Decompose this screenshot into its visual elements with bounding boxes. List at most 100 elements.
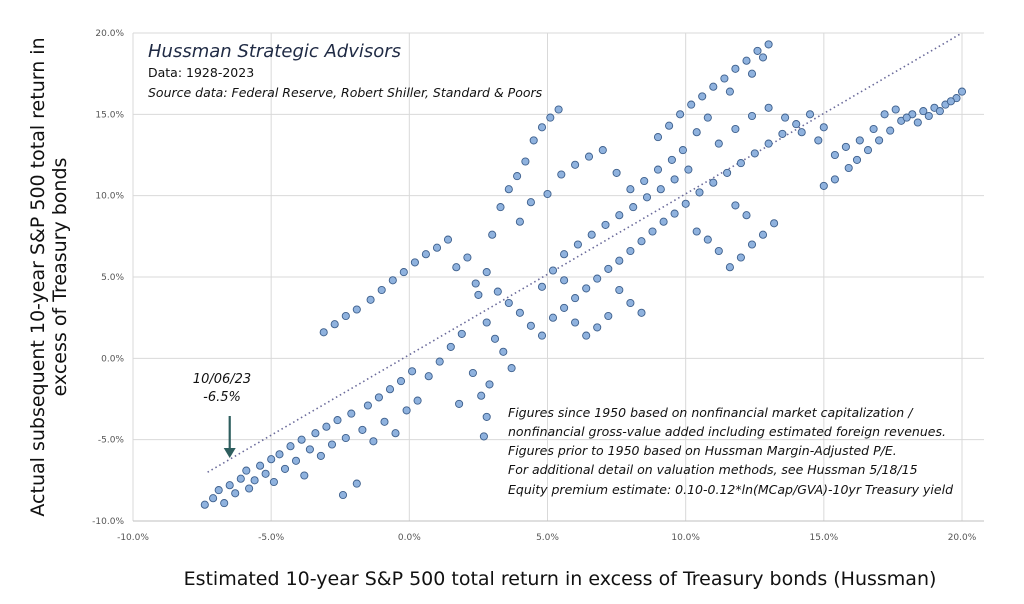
data-point: [946, 97, 955, 106]
note-line-4: For additional detail on valuation metho…: [508, 462, 918, 477]
data-point: [330, 320, 339, 329]
data-point: [432, 243, 442, 252]
data-point: [670, 209, 679, 218]
data-point: [880, 110, 889, 119]
data-point: [844, 163, 853, 173]
data-point: [571, 160, 580, 169]
data-point: [764, 103, 773, 112]
data-point: [584, 152, 594, 161]
callout-arrowhead: [223, 448, 236, 458]
data-point: [830, 175, 839, 184]
data-point: [640, 176, 649, 186]
y-axis-label-line-1: Actual subsequent 10-year S&P 500 total …: [27, 37, 49, 516]
data-point: [327, 440, 337, 449]
x-axis-label: Estimated 10-year S&P 500 total return i…: [184, 568, 937, 590]
data-point: [231, 489, 240, 498]
data-point: [496, 203, 505, 212]
data-point: [250, 476, 259, 485]
data-point: [236, 474, 245, 483]
data-point: [792, 120, 801, 129]
y-tick-label: -10.0%: [92, 517, 124, 527]
data-point: [598, 146, 607, 155]
data-point: [421, 250, 430, 259]
data-point: [347, 409, 356, 418]
data-point: [242, 466, 251, 475]
data-point: [482, 318, 491, 327]
data-point: [474, 290, 483, 299]
note-line-5: Equity premium estimate: 0.10-0.12*ln(MC…: [508, 482, 953, 497]
data-point: [814, 136, 823, 145]
data-point: [214, 486, 223, 495]
data-point: [642, 193, 652, 202]
data-point: [736, 253, 745, 262]
data-point: [352, 479, 361, 488]
data-point: [280, 464, 290, 473]
data-point: [709, 82, 718, 91]
note-line-1: Figures since 1950 based on nonfinancial…: [508, 405, 914, 420]
data-point: [665, 121, 674, 130]
data-point: [363, 401, 372, 410]
data-point: [612, 168, 621, 177]
callout-date: 10/06/23: [193, 372, 251, 387]
data-point: [587, 230, 596, 239]
data-point: [902, 113, 911, 122]
data-point: [571, 294, 580, 303]
y-tick-label: 15.0%: [95, 110, 124, 120]
data-point: [703, 113, 712, 122]
data-point: [435, 357, 444, 366]
data-point: [396, 377, 406, 386]
data-point: [513, 172, 522, 181]
data-point: [482, 412, 491, 421]
data-point: [924, 111, 933, 121]
data-point: [797, 128, 806, 137]
data-point: [341, 433, 350, 443]
data-point: [311, 429, 320, 438]
data-point: [736, 159, 745, 168]
y-axis-label: Actual subsequent 10-year S&P 500 total …: [27, 37, 71, 516]
data-point: [477, 391, 486, 400]
data-point: [220, 499, 229, 508]
data-point: [626, 298, 635, 308]
data-point: [626, 246, 635, 256]
data-point: [778, 129, 787, 138]
data-point: [637, 308, 646, 317]
data-point: [369, 437, 378, 446]
y-tick-label: 20.0%: [95, 29, 124, 39]
data-point: [499, 347, 508, 356]
data-point: [560, 303, 569, 312]
data-point: [275, 450, 284, 459]
data-point: [468, 368, 477, 378]
data-point: [886, 126, 895, 135]
data-point: [852, 155, 862, 164]
data-point: [604, 311, 613, 321]
data-point: [681, 199, 690, 208]
data-point: [515, 308, 524, 317]
data-point: [479, 432, 488, 441]
data-point: [554, 105, 563, 114]
data-point: [747, 240, 757, 249]
data-point: [692, 227, 701, 236]
data-point: [656, 185, 665, 194]
data-point: [747, 69, 757, 78]
data-point: [742, 211, 751, 220]
data-point: [571, 318, 580, 327]
data-point: [747, 111, 757, 121]
data-point: [408, 367, 417, 376]
data-point: [653, 133, 663, 142]
data-point: [261, 469, 270, 478]
data-point: [380, 417, 389, 426]
data-point: [742, 56, 751, 65]
data-point: [455, 399, 464, 408]
data-point: [385, 385, 395, 394]
fit-line: [207, 32, 963, 473]
data-point: [316, 451, 325, 460]
data-point: [714, 246, 723, 256]
data-point: [305, 445, 314, 454]
data-point: [678, 146, 687, 155]
grid-layer: [132, 32, 984, 522]
data-point: [319, 328, 328, 337]
data-point: [875, 136, 884, 145]
data-point: [731, 64, 740, 73]
data-point: [341, 311, 350, 321]
x-tick-label: -5.0%: [258, 533, 285, 543]
